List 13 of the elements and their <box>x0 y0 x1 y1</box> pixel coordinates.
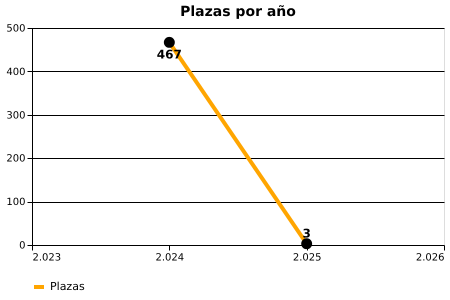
y-tick-label: 300 <box>6 110 26 122</box>
data-label: 3 <box>302 226 311 241</box>
chart-title: Plazas por año <box>180 4 296 20</box>
legend-label: Plazas <box>50 280 85 293</box>
y-tick-label: 100 <box>6 197 26 208</box>
y-tick-label: 400 <box>6 66 26 78</box>
y-tick-label: 0 <box>19 240 26 252</box>
x-tick-label: 2.023 <box>32 252 62 264</box>
y-tick-label: 500 <box>6 24 26 34</box>
x-tick-label: 2.025 <box>292 252 322 264</box>
x-tick-label: 2.024 <box>156 252 184 264</box>
x-tick-label: 2.026 <box>416 252 444 264</box>
y-tick-label: 200 <box>6 154 26 165</box>
